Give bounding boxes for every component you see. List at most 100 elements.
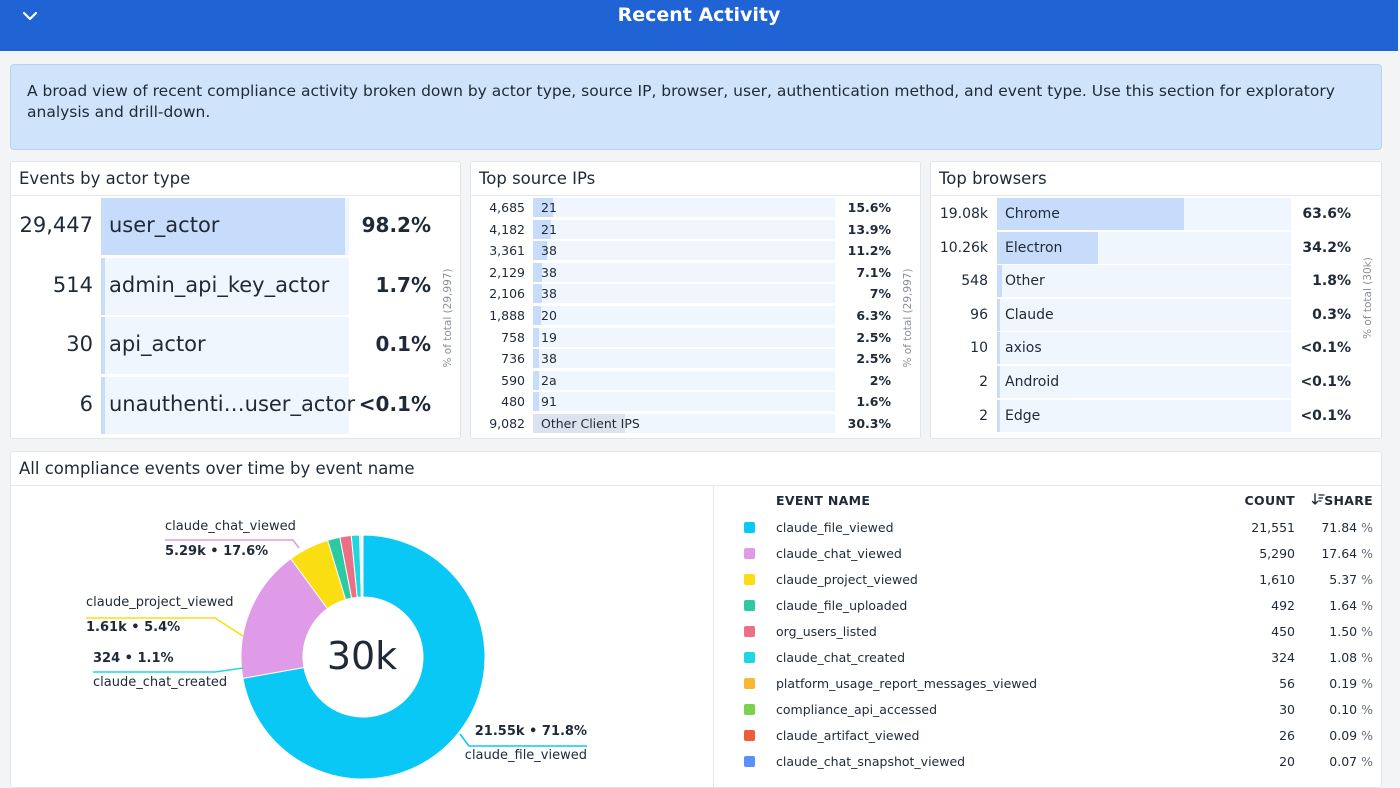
column-header-event-name[interactable]: EVENT NAME: [776, 493, 871, 508]
event-name: claude_file_uploaded: [776, 598, 908, 613]
bar-fill: [533, 414, 625, 433]
event-row[interactable]: claude_chat_snapshot_viewed 20 0.07 %: [731, 750, 1381, 776]
browser-row[interactable]: 548 Other 1.8%: [931, 265, 1381, 298]
actor-row[interactable]: 6 unauthenti…user_actor <0.1%: [11, 376, 451, 434]
row-label: 38: [541, 264, 557, 280]
event-name: claude_chat_created: [776, 650, 906, 665]
row-percent: 0.3%: [1312, 306, 1351, 323]
bar-track: [533, 370, 835, 390]
row-count: 548: [961, 273, 988, 290]
event-row[interactable]: compliance_api_accessed 30 0.10 %: [731, 698, 1381, 724]
row-count: 10.26k: [939, 239, 988, 256]
column-header-share[interactable]: SHARE: [1324, 493, 1373, 508]
donut-slice[interactable]: [242, 534, 486, 780]
callout-value: 21.55k • 71.8%: [474, 724, 587, 739]
row-label: axios: [1005, 340, 1042, 357]
ip-row[interactable]: 3,361 38 11.2%: [471, 240, 911, 261]
event-name: platform_usage_report_messages_viewed: [776, 676, 1038, 691]
callout-leader-line: [165, 539, 300, 549]
chevron-down-icon[interactable]: [20, 6, 40, 26]
ip-row[interactable]: 4,685 21 15.6%: [471, 197, 911, 217]
event-share: 0.19 %: [1291, 676, 1373, 691]
ip-row[interactable]: 590 2a 2%: [471, 370, 911, 390]
bar-fill: [997, 298, 1000, 331]
bar-fill: [101, 198, 345, 255]
actor-row[interactable]: 29,447 user_actor 98.2%: [11, 198, 451, 255]
bar-track: [101, 317, 349, 374]
browser-row[interactable]: 96 Claude 0.3%: [931, 298, 1381, 332]
row-count: 96: [970, 306, 988, 323]
share-value: 71.84: [1321, 520, 1358, 535]
bar-track: [101, 376, 349, 434]
row-count: 736: [501, 351, 525, 367]
event-row[interactable]: claude_file_uploaded 492 1.64 %: [731, 594, 1381, 620]
callout-name: claude_file_viewed: [464, 748, 587, 763]
event-row[interactable]: claude_chat_viewed 5,290 17.64 %: [731, 542, 1381, 568]
row-count: 30: [66, 332, 93, 356]
ip-row[interactable]: 4,182 21 13.9%: [471, 219, 911, 239]
row-percent: <0.1%: [1300, 374, 1351, 390]
ip-row[interactable]: 480 91 1.6%: [471, 391, 911, 412]
share-value: 1.08: [1329, 650, 1358, 665]
source-ip-panel: Top source IPs 4,685 21 15.6% 4,182 21 13.9% 3…: [470, 161, 921, 439]
bar-fill: [533, 198, 553, 217]
browser-row[interactable]: 19.08k Chrome 63.6%: [931, 198, 1381, 231]
share-unit: %: [1361, 572, 1373, 587]
axis-label: % of total (30k): [1362, 257, 1374, 339]
event-row[interactable]: claude_artifact_viewed 26 0.09 %: [731, 724, 1381, 750]
event-row[interactable]: org_users_listed 450 1.50 %: [731, 620, 1381, 646]
browser-row[interactable]: 2 Android <0.1%: [931, 366, 1381, 399]
row-percent: 15.6%: [847, 200, 891, 215]
legend-swatch: [744, 600, 755, 611]
column-header-count[interactable]: COUNT: [1244, 493, 1295, 508]
ip-row[interactable]: 1,888 20 6.3%: [471, 305, 911, 325]
divider: [931, 195, 1381, 196]
row-label: Other: [1005, 273, 1045, 290]
browser-row[interactable]: 10 axios <0.1%: [931, 332, 1381, 365]
actor-row[interactable]: 30 api_actor 0.1%: [11, 317, 451, 374]
share-unit: %: [1361, 754, 1373, 769]
callout-name: claude_chat_created: [93, 675, 228, 690]
ip-row[interactable]: 736 38 2.5%: [471, 348, 911, 369]
legend-swatch: [744, 704, 755, 715]
panel-title: Top source IPs: [479, 169, 596, 188]
row-percent: 0.1%: [375, 332, 431, 356]
bar-fill: [533, 349, 539, 369]
row-percent: 2.5%: [856, 329, 891, 345]
ip-row[interactable]: 9,082 Other Client IPS 30.3%: [471, 413, 911, 433]
row-label: admin_api_key_actor: [109, 272, 330, 297]
bar-fill: [533, 262, 543, 282]
row-percent: 6.3%: [856, 308, 891, 323]
actor-row[interactable]: 514 admin_api_key_actor 1.7%: [11, 257, 451, 315]
sort-descending-icon[interactable]: [1311, 492, 1325, 506]
ip-row[interactable]: 758 19 2.5%: [471, 327, 911, 347]
bar-track: [533, 198, 835, 217]
bar-fill: [533, 392, 539, 412]
browser-row[interactable]: 2 Edge <0.1%: [931, 399, 1381, 433]
event-name: claude_chat_snapshot_viewed: [776, 754, 966, 769]
event-row[interactable]: claude_project_viewed 1,610 5.37 %: [731, 568, 1381, 594]
event-row[interactable]: claude_chat_created 324 1.08 %: [731, 646, 1381, 672]
donut-slice[interactable]: [361, 534, 364, 598]
ip-row[interactable]: 2,106 38 7%: [471, 283, 911, 304]
row-count: 10: [970, 340, 988, 357]
row-count: 1,888: [489, 308, 525, 323]
panel-title: Events by actor type: [19, 169, 191, 188]
event-share: 0.07 %: [1291, 754, 1373, 769]
bar-track: [533, 327, 835, 347]
row-count: 2,106: [489, 286, 525, 302]
event-row[interactable]: claude_file_viewed 21,551 71.84 %: [731, 516, 1381, 542]
browser-row[interactable]: 10.26k Electron 34.2%: [931, 231, 1381, 265]
callout-value: 1.61k • 5.4%: [86, 620, 181, 635]
bar-track: [997, 298, 1291, 331]
row-label: 38: [541, 243, 557, 259]
browser-panel: Top browsers 19.08k Chrome 63.6% 10.26k Elec…: [930, 161, 1382, 439]
row-percent: 34.2%: [1302, 239, 1351, 256]
row-percent: 1.6%: [856, 394, 891, 410]
event-name: claude_file_viewed: [776, 520, 894, 535]
ip-row[interactable]: 2,129 38 7.1%: [471, 262, 911, 282]
event-name: compliance_api_accessed: [776, 702, 938, 717]
bar-fill: [997, 332, 1000, 365]
panel-title: All compliance events over time by event…: [19, 459, 415, 478]
event-row[interactable]: platform_usage_report_messages_viewed 56 0…: [731, 672, 1381, 698]
